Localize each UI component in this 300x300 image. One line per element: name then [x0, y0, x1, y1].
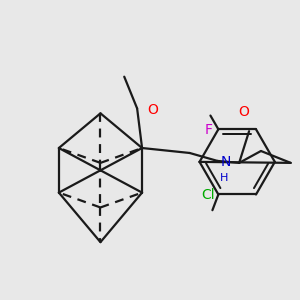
Text: O: O	[147, 103, 158, 117]
Text: O: O	[239, 105, 250, 119]
Text: N: N	[220, 155, 231, 169]
Text: F: F	[205, 124, 212, 137]
Text: Cl: Cl	[202, 188, 215, 202]
Text: H: H	[220, 173, 229, 183]
